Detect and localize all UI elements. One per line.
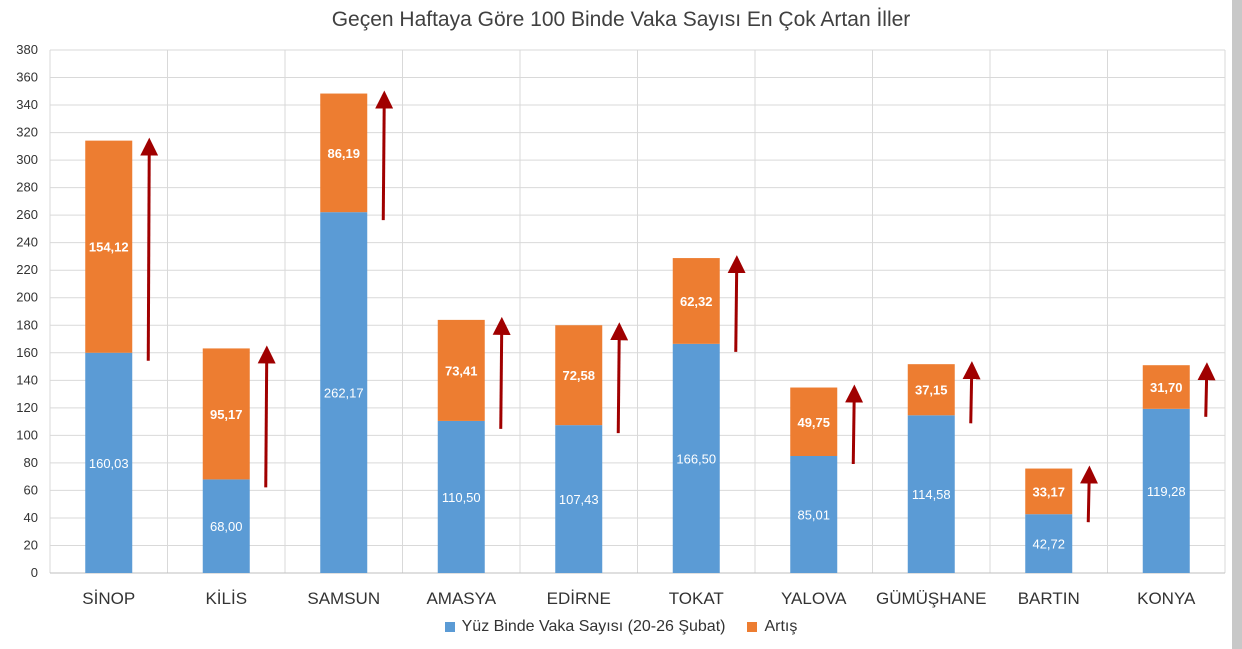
bar-cases — [907, 415, 955, 573]
legend-swatch-increase — [747, 622, 758, 632]
increase-arrow — [257, 345, 276, 488]
legend-item-increase: Artış — [747, 618, 797, 636]
bar-cases — [1142, 408, 1190, 573]
category-label: EDİRNE — [547, 589, 611, 608]
data-label-cases: 119,28 — [1147, 484, 1186, 499]
bar-cases — [437, 420, 485, 573]
chart-title: Geçen Haftaya Göre 100 Binde Vaka Sayısı… — [331, 8, 911, 31]
data-label-cases: 110,50 — [442, 490, 481, 505]
bar-increase — [672, 258, 720, 344]
data-label-increase: 86,19 — [327, 146, 360, 161]
y-tick-label: 260 — [16, 207, 38, 222]
y-tick-label: 240 — [16, 235, 38, 250]
data-label-cases: 107,43 — [559, 492, 599, 507]
y-tick-label: 160 — [16, 345, 38, 360]
data-label-cases: 262,17 — [324, 386, 364, 401]
y-tick-label: 80 — [24, 455, 38, 470]
y-tick-label: 200 — [16, 290, 38, 305]
data-label-increase: 154,12 — [89, 240, 129, 255]
y-tick-label: 120 — [16, 400, 38, 415]
data-label-increase: 62,32 — [680, 294, 713, 309]
bar-cases — [555, 425, 603, 573]
data-label-increase: 31,70 — [1150, 380, 1183, 395]
y-tick-label: 180 — [16, 317, 38, 332]
y-axis: 0 20 40 60 80 100 120 140 160 180 200 220 240 260 280 3… — [16, 42, 38, 580]
window-edge — [1232, 0, 1242, 649]
increase-arrow — [375, 90, 394, 221]
y-tick-label: 380 — [16, 42, 38, 57]
increase-arrow — [140, 137, 159, 361]
bar-increase — [1142, 365, 1190, 409]
legend-label-increase: Artış — [764, 618, 798, 635]
y-tick-label: 100 — [16, 427, 38, 442]
bar-increase — [202, 348, 250, 480]
increase-arrow — [845, 384, 864, 465]
bars: 160,03 154,12 68,00 95,17 262,17 86,19 110,50 7… — [85, 93, 1190, 573]
x-axis: SİNOP KİLİS SAMSUN AMASYA EDİRNE TOKAT YALOVA G… — [82, 589, 1196, 608]
y-tick-label: 320 — [16, 125, 38, 140]
data-label-cases: 42,72 — [1032, 537, 1065, 552]
bar-cases — [202, 479, 250, 573]
data-label-cases: 114,58 — [912, 487, 951, 502]
bar-increase — [555, 325, 603, 426]
y-tick-label: 340 — [16, 97, 38, 112]
increase-arrow — [492, 316, 511, 429]
bar-increase — [790, 387, 838, 456]
y-tick-label: 300 — [16, 152, 38, 167]
increase-arrow — [962, 361, 981, 424]
category-label: KİLİS — [205, 589, 247, 608]
legend-label-cases: Yüz Binde Vaka Sayısı (20-26 Şubat) — [461, 618, 726, 635]
bar-cases — [1025, 514, 1073, 573]
category-label: KONYA — [1137, 589, 1196, 608]
data-label-cases: 166,50 — [676, 451, 716, 466]
data-label-increase: 37,15 — [915, 383, 948, 398]
legend: Yüz Binde Vaka Sayısı (20-26 Şubat) Artı… — [0, 618, 1242, 636]
category-label: YALOVA — [781, 589, 847, 608]
data-label-increase: 33,17 — [1032, 484, 1065, 499]
y-tick-label: 60 — [24, 482, 38, 497]
data-label-cases: 160,03 — [89, 456, 129, 471]
bar-cases — [85, 352, 133, 573]
bar-increase — [437, 319, 485, 421]
data-label-increase: 72,58 — [562, 368, 595, 383]
increase-arrows — [140, 90, 1216, 523]
data-label-increase: 49,75 — [797, 415, 830, 430]
increase-arrow — [610, 322, 629, 434]
category-label: AMASYA — [426, 589, 496, 608]
y-tick-label: 0 — [31, 565, 38, 580]
data-label-increase: 73,41 — [445, 363, 478, 378]
gridlines — [49, 49, 1226, 574]
data-label-increase: 95,17 — [210, 407, 243, 422]
category-label: TOKAT — [669, 589, 724, 608]
increase-arrow — [727, 255, 746, 352]
bar-increase — [1025, 468, 1073, 515]
bar-increase — [85, 140, 133, 353]
data-label-cases: 85,01 — [797, 507, 830, 522]
legend-swatch-cases — [444, 622, 455, 632]
legend-item-cases: Yüz Binde Vaka Sayısı (20-26 Şubat) — [444, 618, 726, 636]
category-label: SİNOP — [82, 589, 135, 608]
y-tick-label: 360 — [16, 70, 38, 85]
increase-arrow — [1080, 465, 1099, 523]
y-tick-label: 40 — [24, 510, 38, 525]
y-tick-label: 20 — [24, 537, 38, 552]
y-tick-label: 280 — [16, 180, 38, 195]
data-label-cases: 68,00 — [210, 519, 243, 534]
increase-arrow — [1197, 362, 1216, 417]
category-label: BARTIN — [1018, 589, 1080, 608]
y-tick-label: 140 — [16, 372, 38, 387]
bar-cases — [672, 343, 720, 573]
bar-increase — [320, 93, 368, 213]
category-label: GÜMÜŞHANE — [876, 589, 987, 608]
bar-cases — [790, 455, 838, 573]
bar-increase — [907, 364, 955, 416]
bar-cases — [320, 212, 368, 573]
y-tick-label: 220 — [16, 262, 38, 277]
category-label: SAMSUN — [307, 589, 380, 608]
